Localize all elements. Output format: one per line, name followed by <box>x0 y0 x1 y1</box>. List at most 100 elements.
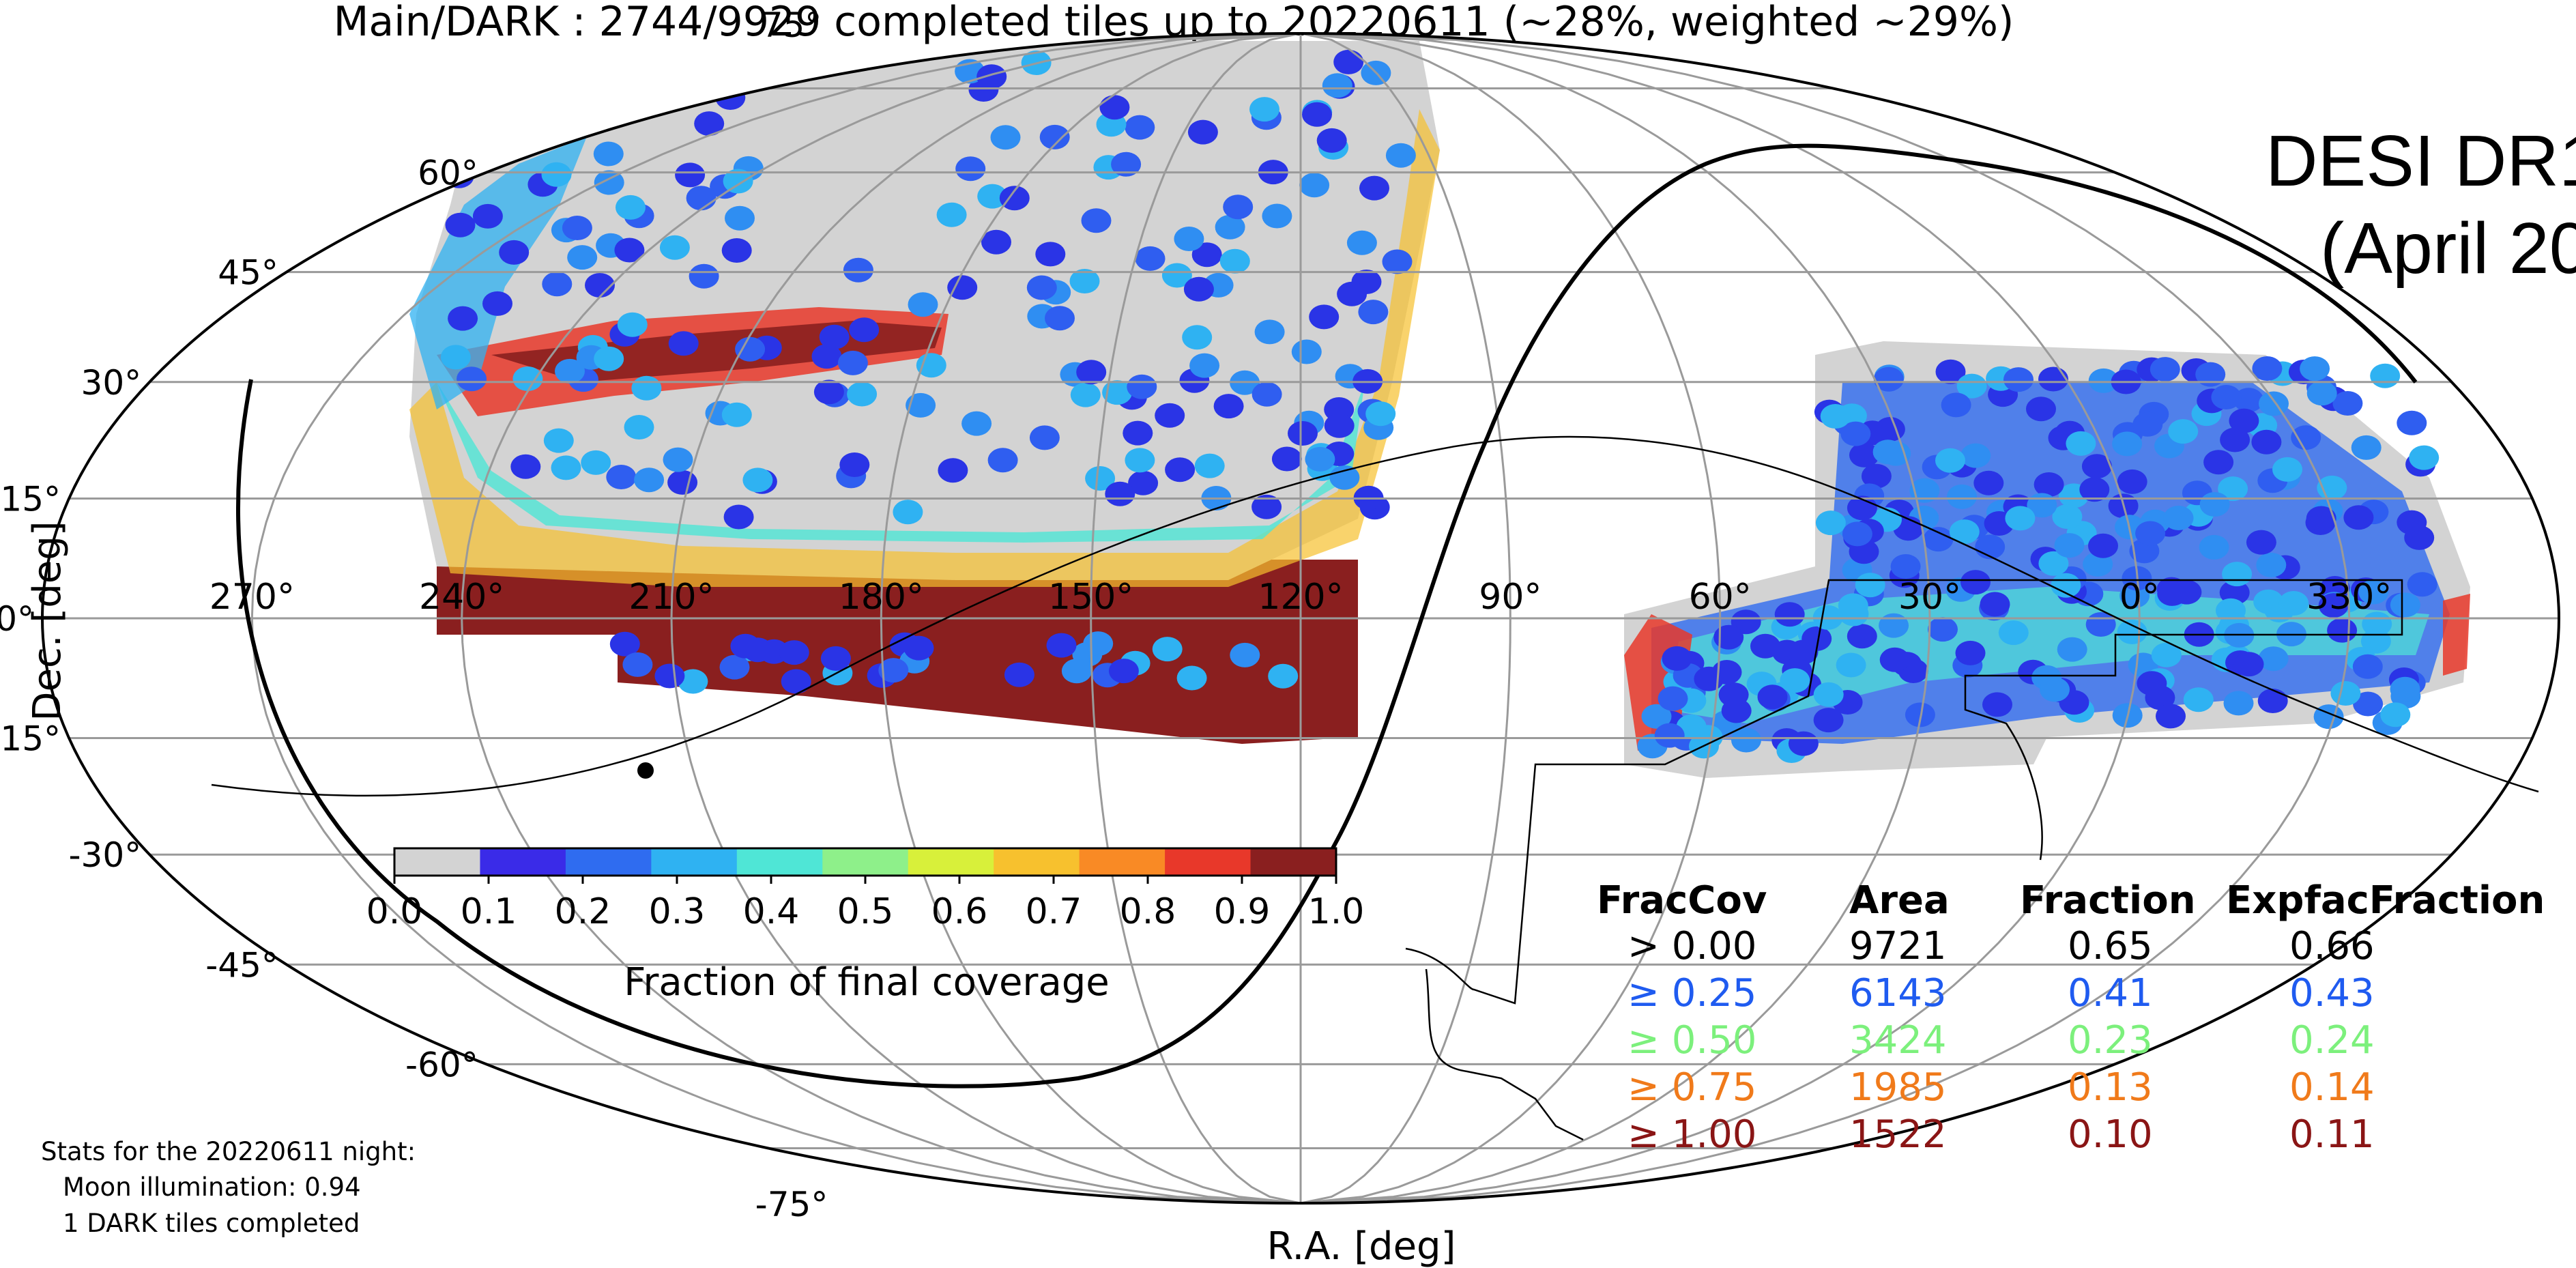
tile-dot <box>2054 533 2085 558</box>
tile-dot <box>617 312 648 337</box>
tile-dot <box>1879 647 1910 672</box>
tile-dot <box>448 306 478 331</box>
tile-dot <box>1123 420 1153 446</box>
tile-dot <box>1757 685 1788 710</box>
tile-dot <box>2258 646 2289 672</box>
tile-dot <box>1182 325 1213 350</box>
tile-dot <box>2051 573 2081 598</box>
tile-dot <box>2083 551 2113 577</box>
tile-dot <box>2079 477 2110 502</box>
tile-dot <box>2291 425 2321 450</box>
table-cell-area: 6143 <box>1849 971 1947 1015</box>
tile-dot <box>1382 249 1413 274</box>
tile-dot <box>2199 492 2230 517</box>
tile-dot <box>1108 659 1139 684</box>
tile-dot <box>2306 506 2336 531</box>
dec-tick-label: -15° <box>0 719 61 758</box>
tile-dot <box>1713 624 1744 650</box>
tile-dot <box>1324 413 1355 438</box>
tile-dot <box>1838 593 1868 618</box>
tile-dot <box>1127 374 1157 399</box>
tile-dot <box>2038 366 2068 392</box>
tile-dot <box>1152 637 1183 662</box>
tile-dot <box>2233 652 2264 677</box>
graticule <box>42 33 2559 1203</box>
ra-tick-label: 0° <box>2119 577 2160 618</box>
ra-tick-label: 240° <box>419 577 504 618</box>
tile-dot <box>678 669 708 694</box>
tile-dot <box>1909 478 1940 503</box>
tile-dot <box>2005 506 2036 531</box>
dec-tick-label: 45° <box>218 253 278 293</box>
ngc-edge-band <box>409 109 1440 587</box>
ra-tick-label: 90° <box>1479 577 1542 618</box>
tile-dot <box>2390 592 2420 618</box>
tile-dot <box>1165 457 1196 482</box>
table-cell-area: 9721 <box>1849 924 1947 968</box>
tile-dot <box>624 415 654 440</box>
tile-dot <box>1813 708 1844 733</box>
stats-tiles-completed: 1 DARK tiles completed <box>63 1209 360 1238</box>
tile-dot <box>721 402 752 427</box>
tile-dot <box>622 652 653 677</box>
tile-dot <box>2183 687 2214 712</box>
tile-dot <box>1998 620 2029 646</box>
colorbar-tick-label: 1.0 <box>1308 891 1365 932</box>
ra-gridline <box>250 33 1301 1203</box>
tile-dot <box>2257 689 2288 713</box>
tile-dot <box>938 458 968 483</box>
tile-dot <box>2135 521 2166 546</box>
tile-dot <box>2203 450 2234 475</box>
tile-dot <box>1187 119 1218 145</box>
tile-dot <box>1268 663 1299 689</box>
tile-dot <box>499 240 530 265</box>
tile-dot <box>1788 731 1819 756</box>
slide-title-line1: DESI DR1 <box>2266 121 2576 201</box>
ra-tick-labels: 270° 240° 210° 180° 150° 120° 90° 60° 30° 0° 330° <box>209 577 2392 618</box>
tile-dot <box>1254 319 1285 345</box>
colorbar-tick-label: 0.2 <box>555 891 611 932</box>
tile-dot <box>1291 339 1322 364</box>
colorbar-segment <box>394 848 480 876</box>
tile-dot <box>742 467 773 493</box>
tile-dot <box>2171 579 2202 605</box>
tile-dot <box>1928 617 1958 642</box>
tile-dot <box>2380 702 2411 727</box>
tile-dot <box>457 366 487 392</box>
tile-dot <box>2272 457 2302 482</box>
tile-dot <box>667 470 698 495</box>
tile-dot <box>1654 723 1685 748</box>
map-boundary <box>41 32 2560 1205</box>
tile-dot <box>1125 448 1155 473</box>
table-rows: > 0.00 9721 0.65 0.66 ≥ 0.25 6143 0.41 0.43 ≥ 0.… <box>1627 924 2375 1157</box>
tile-dot <box>1980 592 2010 617</box>
tile-dot <box>936 202 967 227</box>
tile-dot <box>2052 504 2083 529</box>
tile-dot <box>1219 248 1250 274</box>
tile-dot <box>719 654 750 680</box>
table-header-area: Area <box>1849 878 1950 923</box>
tile-dot <box>2318 593 2349 618</box>
tile-dot <box>2163 506 2194 530</box>
tile-dot <box>2407 572 2437 597</box>
tile-dot <box>2132 412 2163 437</box>
tile-dot <box>1949 519 1980 545</box>
tile-dot <box>2034 472 2064 497</box>
tile-dot <box>1046 633 1077 658</box>
tile-dot <box>916 353 946 378</box>
table-cell-fraccov: ≥ 0.25 <box>1627 971 1756 1015</box>
tile-dot <box>2370 363 2401 388</box>
ra-gridline <box>880 33 1301 1203</box>
tile-dot <box>779 640 809 665</box>
tile-dot <box>725 205 755 231</box>
tile-dot <box>1956 373 1987 399</box>
tile-dot <box>2003 367 2034 392</box>
tile-dot <box>906 392 936 418</box>
tile-dot <box>1045 306 1075 331</box>
tile-dot <box>1815 510 1846 536</box>
tile-dot <box>1249 97 1279 122</box>
tile-dot <box>686 186 717 211</box>
tile-dot <box>1923 527 1954 552</box>
tile-dot <box>510 454 541 479</box>
